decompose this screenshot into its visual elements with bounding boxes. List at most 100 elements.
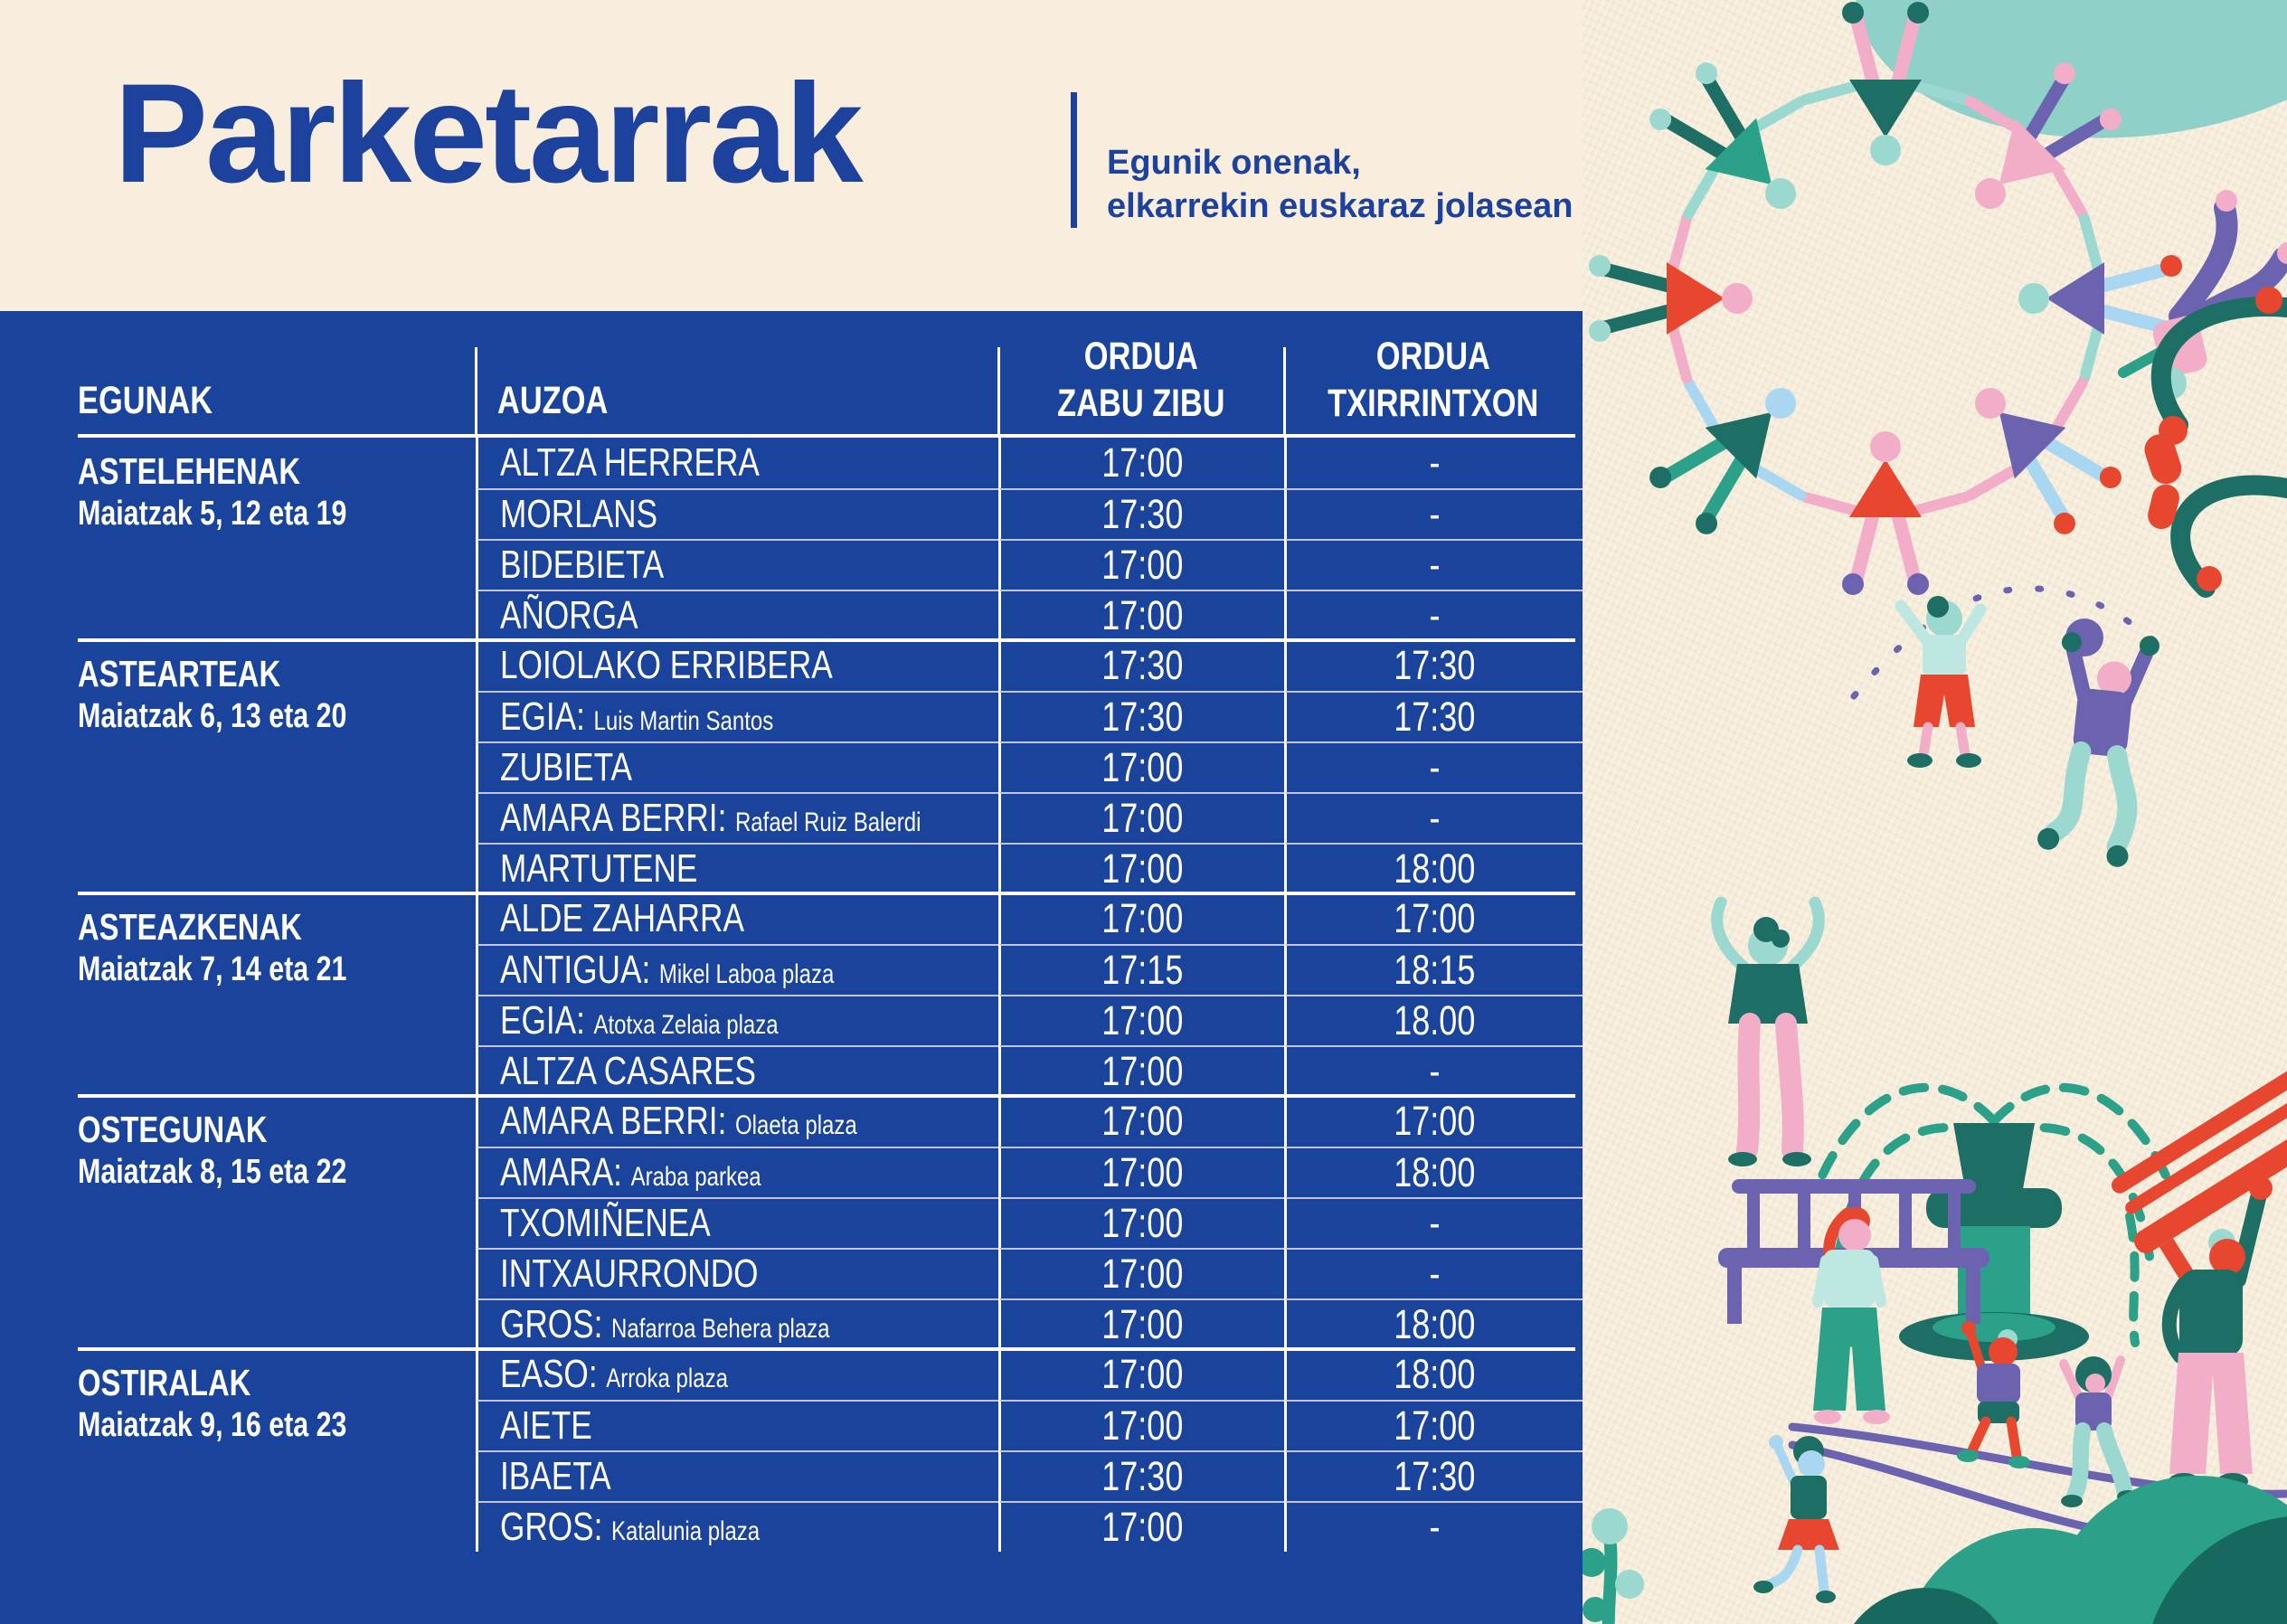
day-name-text: ASTELEHENAK	[78, 450, 301, 492]
day-label: ASTEAZKENAK Maiatzak 7, 14 eta 21	[0, 893, 476, 1096]
zabu-zibu-time: 17:00	[998, 1248, 1284, 1298]
day-group: ASTELEHENAK Maiatzak 5, 12 eta 19 ALTZA HE…	[0, 438, 1583, 642]
red-bench-illustration	[2112, 1060, 2287, 1302]
zabu-zibu-time-text: 17:30	[1101, 642, 1184, 688]
header-ordua-txirrintxon: ORDUA TXIRRINTXON	[1283, 311, 1583, 438]
day-group: ASTEARTEAK Maiatzak 6, 13 eta 20 LOIOLAKO …	[0, 640, 1583, 895]
auzoa-name: INTXAURRONDO	[500, 1251, 759, 1296]
day-name: OSTEGUNAK	[78, 1109, 476, 1151]
dancer-illustration	[1711, 896, 1825, 1166]
txirrintxon-time: -	[1284, 590, 1583, 640]
auzoa-text: TXOMIÑENEA	[500, 1201, 711, 1246]
auzoa-text: ALDE ZAHARRA	[500, 896, 744, 941]
zabu-zibu-time: 17:00	[998, 995, 1284, 1045]
zabu-zibu-time-text: 17:00	[1101, 997, 1184, 1043]
rope-kid-red	[1957, 1321, 2030, 1468]
auzoa-cell: EASO: Arroka plaza	[476, 1349, 998, 1400]
page-title: Parketarrak	[114, 55, 864, 212]
auzoa-cell: EGIA: Atotxa Zelaia plaza	[476, 995, 998, 1045]
txirrintxon-time: 18:00	[1284, 1349, 1583, 1400]
zabu-zibu-time: 17:00	[998, 590, 1284, 640]
zabu-zibu-time-text: 17:00	[1101, 439, 1184, 486]
day-label: ASTELEHENAK Maiatzak 5, 12 eta 19	[0, 438, 476, 640]
day-label: OSTIRALAK Maiatzak 9, 16 eta 23	[0, 1349, 476, 1552]
zabu-zibu-time-text: 17:00	[1101, 1402, 1184, 1449]
teal-blob-top	[1855, 0, 2287, 138]
zabu-zibu-time-text: 17:00	[1101, 592, 1184, 638]
txirrintxon-time: -	[1284, 1248, 1583, 1298]
jumping-kid-purple	[2037, 632, 2159, 867]
auzoa-cell: AMARA BERRI: Rafael Ruiz Balerdi	[476, 792, 998, 843]
txirrintxon-time: 17:30	[1284, 691, 1583, 741]
zabu-zibu-time: 17:00	[998, 741, 1284, 792]
auzoa-text: ALTZA CASARES	[500, 1049, 756, 1094]
auzoa-cell: ZUBIETA	[476, 741, 998, 792]
txirrintxon-time-text: -	[1429, 744, 1441, 790]
zabu-zibu-time: 17:00	[998, 1045, 1284, 1096]
zabu-zibu-time-text: 17:00	[1101, 744, 1184, 790]
zabu-zibu-time: 17:00	[998, 893, 1284, 944]
auzoa-name: ALTZA CASARES	[500, 1049, 756, 1093]
auzoa-text: ALTZA HERRERA	[500, 440, 760, 486]
txirrintxon-time-text: 18:15	[1394, 947, 1476, 993]
day-dates-text: Maiatzak 9, 16 eta 23	[78, 1406, 347, 1444]
txirrintxon-time-text: -	[1429, 1251, 1441, 1297]
txirrintxon-time: 18.00	[1284, 995, 1583, 1045]
title-divider	[1071, 92, 1077, 228]
auzoa-text: GROS: Katalunia plaza	[500, 1505, 760, 1550]
bushes-illustration	[1854, 1476, 2287, 1624]
auzoa-cell: ALDE ZAHARRA	[476, 893, 998, 944]
day-name: ASTEARTEAK	[78, 653, 476, 695]
txirrintxon-time-text: 18:00	[1394, 845, 1476, 892]
auzoa-text: AMARA BERRI: Rafael Ruiz Balerdi	[500, 796, 921, 841]
auzoa-detail: Mikel Laboa plaza	[658, 959, 835, 989]
auzoa-detail: Araba parkea	[630, 1162, 761, 1192]
txirrintxon-time: 18:00	[1284, 1147, 1583, 1197]
auzoa-name: AIETE	[500, 1403, 592, 1448]
auzoa-cell: AIETE	[476, 1400, 998, 1450]
day-label: OSTEGUNAK Maiatzak 8, 15 eta 22	[0, 1096, 476, 1349]
txirrintxon-time-text: 17:00	[1394, 1098, 1476, 1144]
auzoa-cell: MARTUTENE	[476, 843, 998, 893]
zabu-zibu-time: 17:00	[998, 1298, 1284, 1349]
zabu-zibu-time-text: 17:00	[1101, 1149, 1184, 1195]
txirrintxon-time-text: 18.00	[1394, 997, 1476, 1043]
zabu-zibu-time: 17:00	[998, 1501, 1284, 1552]
day-name-text: ASTEARTEAK	[78, 653, 281, 694]
day-dates: Maiatzak 6, 13 eta 20	[78, 695, 476, 738]
abstract-plant-right	[2144, 287, 2287, 598]
auzoa-text: GROS: Nafarroa Behera plaza	[500, 1302, 830, 1347]
auzoa-detail: Arroka plaza	[606, 1364, 728, 1393]
day-dates-text: Maiatzak 6, 13 eta 20	[78, 697, 347, 735]
zabu-zibu-time-text: 17:30	[1101, 694, 1184, 740]
zabu-zibu-time-text: 17:00	[1101, 1200, 1184, 1246]
zabu-zibu-time: 17:00	[998, 1197, 1284, 1248]
rope-kid-teal-hair	[2059, 1355, 2139, 1507]
auzoa-cell: ALTZA CASARES	[476, 1045, 998, 1096]
auzoa-text: INTXAURRONDO	[500, 1251, 759, 1297]
day-name: ASTELEHENAK	[78, 450, 476, 493]
day-dates: Maiatzak 8, 15 eta 22	[78, 1151, 476, 1194]
day-name: OSTIRALAK	[78, 1362, 476, 1404]
txirrintxon-time-text: -	[1429, 1200, 1441, 1246]
auzoa-name: ALTZA HERRERA	[500, 440, 760, 485]
zabu-zibu-time-text: 17:00	[1101, 1301, 1184, 1347]
day-dates-text: Maiatzak 8, 15 eta 22	[78, 1153, 347, 1191]
header-ordua-zabu-zibu: ORDUA ZABU ZIBU	[997, 311, 1284, 438]
txirrintxon-time-text: 18:00	[1394, 1351, 1476, 1397]
zabu-zibu-time: 17:00	[998, 843, 1284, 893]
auzoa-text: MORLANS	[500, 492, 657, 537]
auzoa-name: MARTUTENE	[500, 846, 698, 891]
zabu-zibu-time: 17:30	[998, 691, 1284, 741]
adult-illustration	[2161, 1176, 2273, 1489]
day-group: OSTIRALAK Maiatzak 9, 16 eta 23 EASO: Arrok…	[0, 1349, 1583, 1552]
day-dates: Maiatzak 9, 16 eta 23	[78, 1404, 476, 1447]
auzoa-name: BIDEBIETA	[500, 543, 665, 587]
auzoa-cell: AÑORGA	[476, 590, 998, 640]
auzoa-cell: AMARA: Araba parkea	[476, 1147, 998, 1197]
auzoa-name: ALDE ZAHARRA	[500, 896, 744, 940]
auzoa-detail: Olaeta plaza	[734, 1110, 857, 1140]
txirrintxon-time: -	[1284, 792, 1583, 843]
day-dates: Maiatzak 7, 14 eta 21	[78, 949, 476, 991]
auzoa-detail: Atotxa Zelaia plaza	[593, 1010, 779, 1040]
